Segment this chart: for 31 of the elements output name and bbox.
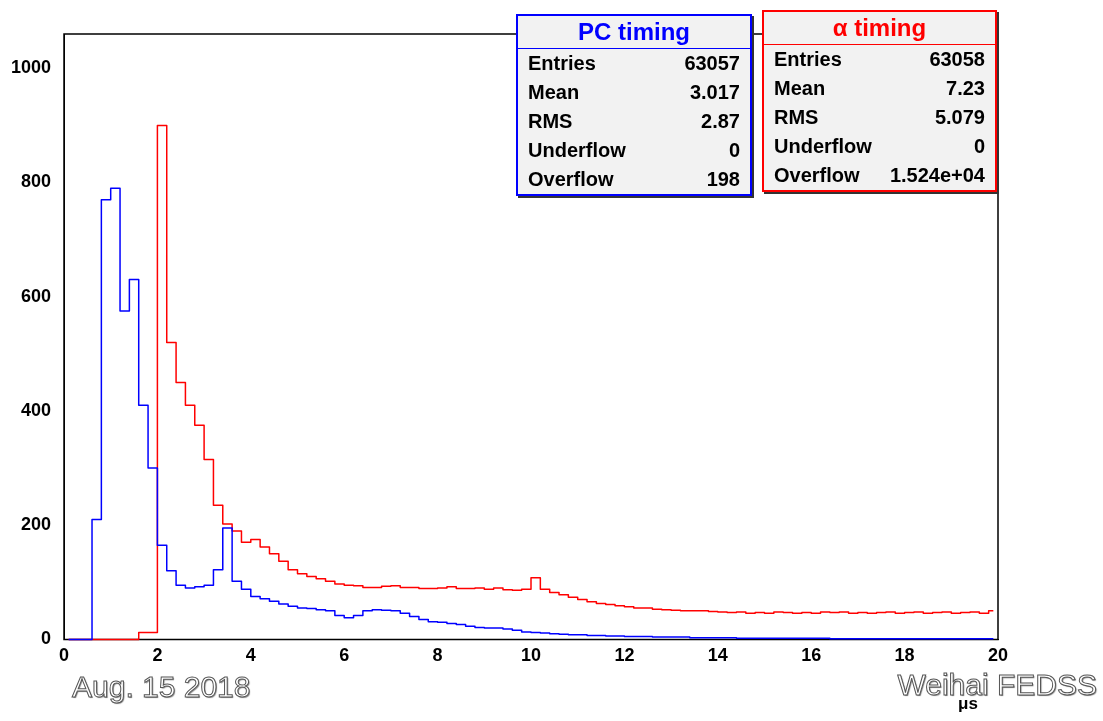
text: Entries 63057	[528, 52, 740, 74]
y-tick-label: 0	[40, 628, 51, 649]
x-tick-label: 4	[245, 645, 256, 666]
text: Weihai FEDSS	[897, 668, 1097, 701]
y-tick-label: 200	[20, 514, 51, 535]
x-tick-label: 14	[707, 645, 728, 666]
text: α timing	[764, 12, 995, 45]
x-tick-label: 16	[801, 645, 822, 666]
x-tick-label: 6	[339, 645, 350, 666]
y-tick-label: 1000	[10, 57, 51, 78]
x-tick-label: 20	[987, 645, 1009, 666]
x-tick-label: 0	[58, 645, 70, 666]
text: Overflow 198	[528, 168, 740, 190]
x-tick-label: 2	[152, 645, 163, 666]
x-tick-label: 18	[894, 645, 915, 666]
x-tick-label: 8	[432, 645, 443, 666]
x-tick-label: 10	[520, 645, 542, 666]
text: Underflow 0	[528, 139, 740, 161]
text: RMS 5.079	[774, 106, 985, 128]
text: Overflow 1.524e+04	[774, 164, 985, 186]
text: PC timing	[518, 16, 750, 49]
text: Mean 7.23	[774, 77, 985, 99]
y-tick-label: 600	[20, 285, 51, 306]
x-tick-label: 12	[614, 645, 635, 666]
text: Mean 3.017	[528, 81, 740, 103]
text: RMS 2.87	[528, 110, 740, 132]
y-tick-label: 400	[20, 399, 51, 420]
text: Aug. 15 2018	[72, 670, 251, 704]
y-tick-label: 800	[20, 171, 51, 192]
text: Entries 63058	[774, 48, 985, 70]
text: Underflow 0	[774, 135, 985, 157]
